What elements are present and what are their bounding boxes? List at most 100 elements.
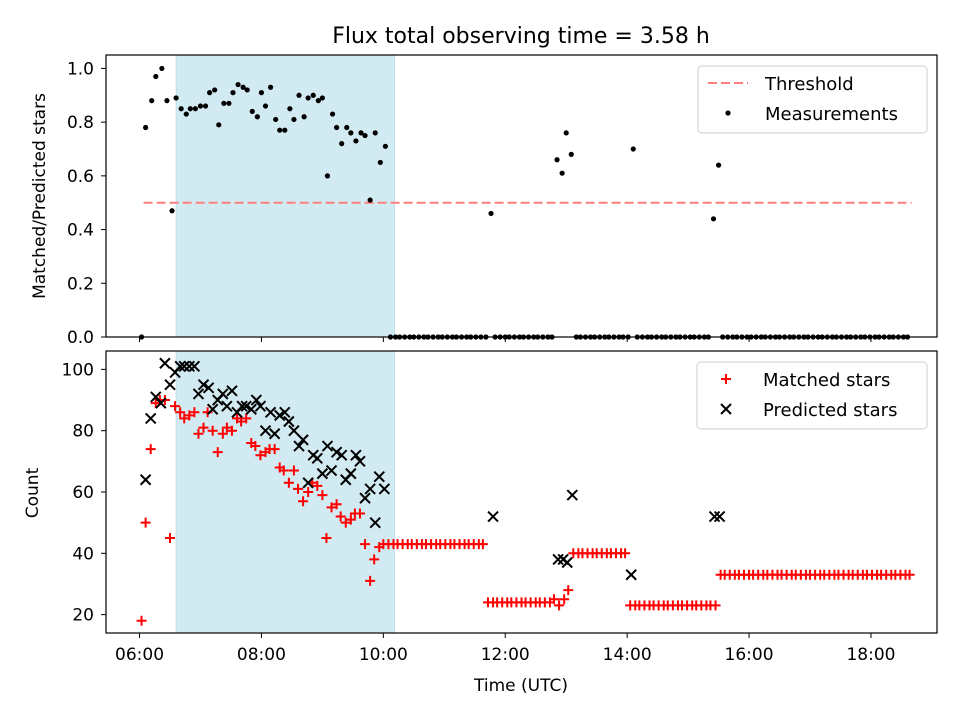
y-tick-label: 0.0 [67, 328, 94, 348]
matched-star-point [298, 496, 309, 507]
predicted-star-point [364, 483, 376, 495]
matched-star-point [563, 585, 574, 596]
matched-star-point [212, 447, 223, 458]
matched-star-point [288, 465, 299, 476]
bottom-highlight-span [175, 350, 396, 634]
bottom-predicted-points [139, 357, 726, 581]
measurement-point [240, 84, 246, 90]
measurement-point [187, 106, 193, 112]
legend-matched-marker [721, 374, 731, 384]
predicted-star-point [188, 360, 201, 373]
predicted-star-point [245, 403, 257, 415]
measurement-point [164, 98, 170, 104]
legend-measurements-swatch [725, 110, 731, 116]
matched-star-point [175, 407, 186, 418]
measurement-point [568, 151, 574, 157]
bottom-x-ticks: 06:00 08:00 10:00 12:00 14:00 16:00 18:00 [115, 633, 895, 665]
predicted-star-point [178, 360, 190, 373]
measurement-point [315, 98, 321, 104]
measurement-point [178, 106, 184, 112]
measurement-point [207, 90, 213, 96]
measurement-point [353, 138, 359, 144]
chart-title: Flux total observing time = 3.58 h [332, 24, 710, 49]
legend-matched-label: Matched stars [763, 370, 890, 391]
bottom-matched-points [136, 395, 915, 626]
predicted-star-point [283, 415, 295, 428]
matched-star-point [278, 465, 289, 476]
measurement-point [277, 127, 283, 133]
top-y-axis-label: Matched/Predicted stars [30, 93, 50, 299]
matched-star-point [145, 444, 156, 455]
predicted-star-point [369, 516, 381, 529]
predicted-star-point [713, 510, 726, 523]
predicted-star-point [288, 424, 300, 437]
predicted-star-point [202, 382, 215, 394]
measurement-point [382, 143, 388, 149]
predicted-star-point [302, 477, 314, 489]
measurement-point [287, 106, 293, 112]
matched-star-point [170, 401, 181, 412]
predicted-star-point [566, 489, 579, 501]
measurement-point [563, 130, 569, 136]
predicted-star-point [373, 470, 385, 483]
legend-matched-swatch [721, 374, 731, 384]
predicted-star-point [354, 455, 366, 468]
top-legend-box [697, 65, 928, 134]
matched-star-point [904, 569, 915, 580]
y-tick-label: 100 [62, 360, 94, 380]
matched-star-point [236, 416, 247, 427]
measurement-point [301, 114, 307, 120]
matched-star-point [554, 600, 565, 611]
predicted-star-point [236, 400, 248, 412]
predicted-star-point [197, 379, 210, 391]
measurement-point [377, 159, 383, 166]
matched-star-point [136, 615, 147, 626]
predicted-star-point [350, 449, 362, 461]
measurement-point [183, 111, 189, 117]
matched-star-point [217, 428, 228, 439]
predicted-star-point [359, 492, 371, 504]
predicted-star-point [293, 440, 305, 452]
x-tick-label: 16:00 [725, 645, 774, 665]
matched-star-point [283, 477, 294, 488]
matched-star-point [331, 499, 342, 510]
predicted-star-point [164, 379, 176, 391]
measurement-point [212, 87, 218, 93]
top-highlight-span [175, 54, 396, 338]
measurement-point [262, 103, 269, 109]
predicted-star-point [240, 400, 252, 412]
x-tick-label: 10:00 [359, 645, 408, 665]
x-tick-label: 12:00 [481, 645, 530, 665]
y-tick-label: 60 [72, 483, 94, 503]
measurement-point [344, 124, 350, 131]
measurement-point [149, 98, 155, 104]
measurement-point [221, 100, 227, 106]
legend-predicted-swatch [720, 403, 732, 415]
bottom-y-ticks: 20 40 60 80 100 [62, 360, 106, 626]
y-tick-label: 20 [72, 606, 94, 626]
x-tick-label: 14:00 [603, 645, 652, 665]
matched-star-point [335, 511, 346, 522]
matched-star-point [193, 428, 204, 439]
matched-star-point [165, 532, 176, 543]
measurement-point [291, 116, 297, 123]
matched-star-point [360, 539, 371, 550]
measurement-point [244, 87, 250, 93]
predicted-star-point [221, 400, 233, 412]
y-tick-label: 0.6 [67, 167, 94, 187]
legend-predicted-marker [720, 403, 732, 415]
legend-predicted-label: Predicted stars [763, 400, 897, 421]
predicted-star-point [561, 556, 573, 569]
matched-star-point [354, 508, 365, 519]
matched-star-point [340, 517, 351, 528]
top-y-ticks: 0.0 0.2 0.4 0.6 0.8 1.0 [67, 59, 106, 348]
measurement-point [554, 157, 560, 163]
measurement-point [230, 90, 236, 96]
measurement-point [362, 132, 368, 139]
matched-star-point [221, 422, 232, 433]
matched-star-point [477, 539, 488, 550]
measurement-point [169, 208, 175, 214]
predicted-star-point [268, 428, 281, 440]
measurement-point [305, 95, 311, 101]
predicted-star-point [279, 406, 291, 419]
